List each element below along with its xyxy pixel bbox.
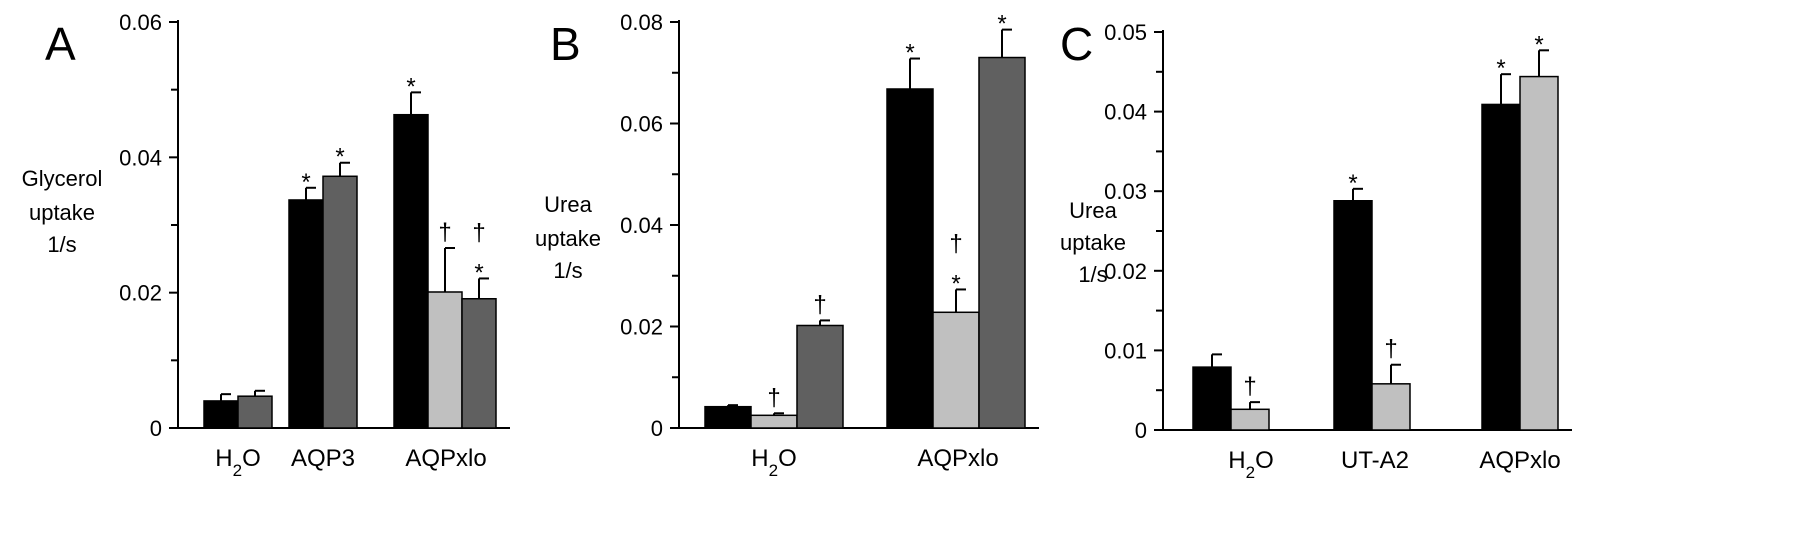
bar <box>427 291 463 429</box>
y-axis-label: Urea <box>544 192 592 217</box>
x-category-label: AQPxlo <box>405 445 486 472</box>
panel-B: B Urea uptake 1/s 0 0.02 0.04 0.06 0.08 † † H2O * * † *… <box>535 10 1039 480</box>
y-axis-label: 1/s <box>553 258 582 283</box>
bar <box>461 298 497 429</box>
bar <box>237 395 273 429</box>
y-tick-label: 0.04 <box>620 213 663 238</box>
significance-mark: * <box>1534 31 1543 58</box>
x-category-label: AQP3 <box>291 445 355 472</box>
x-category-label: H2O <box>215 445 260 480</box>
bar <box>322 175 358 429</box>
bar <box>1333 200 1373 431</box>
y-axis-label: Glycerol <box>22 166 103 191</box>
significance-mark: * <box>951 270 960 297</box>
bar <box>1519 75 1559 431</box>
y-tick-label: 0.04 <box>1104 100 1147 125</box>
bar <box>750 414 798 429</box>
significance-mark: † <box>1243 373 1256 400</box>
x-category-label: H2O <box>751 445 796 480</box>
y-tick-label: 0.02 <box>119 281 162 306</box>
panel-label: C <box>1060 18 1093 70</box>
y-tick-label: 0 <box>150 416 162 441</box>
bar <box>704 405 752 429</box>
y-tick-label: 0.02 <box>620 315 663 340</box>
significance-mark: † <box>1384 336 1397 363</box>
significance-mark: † <box>438 219 451 246</box>
y-tick-label: 0 <box>1135 418 1147 443</box>
y-axis-label: 1/s <box>1078 262 1107 287</box>
significance-mark: * <box>474 259 483 286</box>
bar <box>203 400 239 429</box>
y-tick-label: 0 <box>651 416 663 441</box>
significance-mark: * <box>406 73 415 100</box>
y-axis-label: Urea <box>1069 198 1117 223</box>
significance-mark: * <box>1496 55 1505 82</box>
significance-mark: * <box>301 169 310 196</box>
bar <box>796 324 844 429</box>
significance-mark: * <box>997 11 1006 38</box>
y-axis-label: uptake <box>535 226 601 251</box>
y-tick-label: 0.06 <box>620 112 663 137</box>
y-tick-label: 0.05 <box>1104 20 1147 45</box>
significance-mark: † <box>949 230 962 257</box>
y-axis-label: uptake <box>1060 230 1126 255</box>
significance-mark: * <box>1348 170 1357 197</box>
y-tick-label: 0.01 <box>1104 338 1147 363</box>
panel-label: B <box>550 18 581 70</box>
y-tick-label: 0.04 <box>119 145 162 170</box>
y-tick-label: 0.02 <box>1104 259 1147 284</box>
bar <box>1371 383 1411 431</box>
bar <box>393 113 429 429</box>
y-tick-label: 0.03 <box>1104 179 1147 204</box>
panel-A: A Glycerol uptake 1/s 0 0.02 0.04 0.06 H2O * * AQP3… <box>22 10 510 480</box>
bar <box>978 56 1026 429</box>
significance-mark: † <box>472 219 485 246</box>
bar <box>1481 103 1521 431</box>
x-category-label: AQPxlo <box>1479 447 1560 474</box>
panel-label: A <box>45 18 76 70</box>
significance-mark: * <box>335 144 344 171</box>
y-axis-label: 1/s <box>47 232 76 257</box>
y-tick-label: 0.06 <box>119 10 162 35</box>
bar <box>288 199 324 429</box>
bar <box>1192 366 1232 431</box>
bar <box>1230 408 1270 431</box>
panel-C: C Urea uptake 1/s 0 0.01 0.02 0.03 0.04 0.05 † H2O *… <box>1060 18 1572 482</box>
y-tick-label: 0.08 <box>620 10 663 35</box>
significance-mark: † <box>767 384 780 411</box>
bar <box>886 88 934 429</box>
x-category-label: H2O <box>1228 447 1273 482</box>
y-axis-label: uptake <box>29 200 95 225</box>
x-category-label: AQPxlo <box>917 445 998 472</box>
significance-mark: † <box>813 291 826 318</box>
bar <box>932 311 980 429</box>
x-category-label: UT-A2 <box>1341 447 1409 474</box>
significance-mark: * <box>905 40 914 67</box>
